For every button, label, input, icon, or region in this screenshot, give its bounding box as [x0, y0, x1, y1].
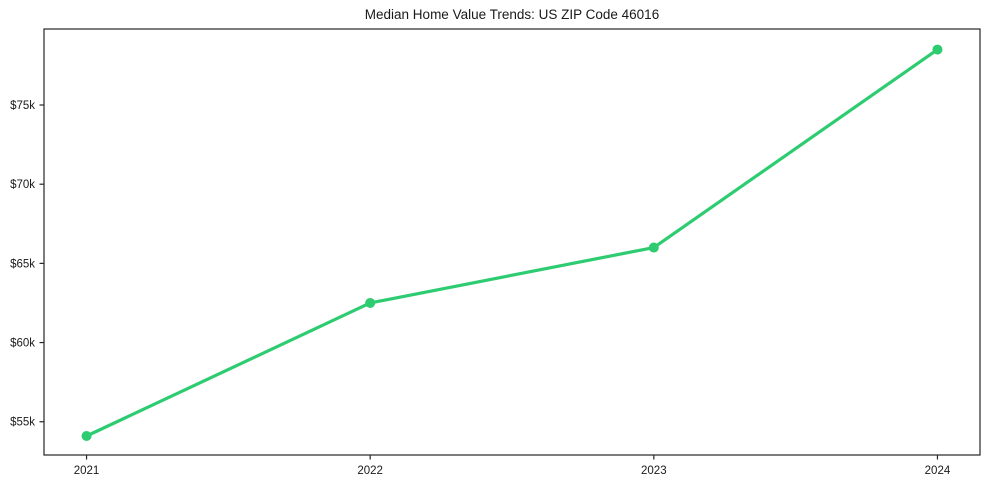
chart-title: Median Home Value Trends: US ZIP Code 46… — [365, 7, 659, 22]
y-tick-label: $75k — [10, 100, 35, 112]
plot-border — [43, 28, 981, 456]
x-tick-label: 2021 — [74, 465, 100, 477]
y-tick-label: $70k — [10, 179, 35, 191]
x-axis-ticks: 2021 2022 2023 2024 — [74, 455, 951, 477]
y-tick-label: $60k — [10, 338, 35, 350]
x-tick-label: 2024 — [925, 465, 951, 477]
data-point-marker — [81, 430, 92, 441]
y-axis-ticks: $55k $60k $65k $70k $75k — [10, 100, 44, 429]
x-tick-label: 2023 — [641, 465, 667, 477]
y-tick-label: $55k — [10, 417, 35, 429]
data-points — [81, 44, 943, 441]
data-point-marker — [365, 297, 376, 308]
y-tick-label: $65k — [10, 258, 35, 270]
data-line — [84, 47, 940, 438]
x-tick-label: 2022 — [357, 465, 383, 477]
data-point-marker — [932, 44, 943, 55]
data-point-marker — [648, 242, 659, 253]
